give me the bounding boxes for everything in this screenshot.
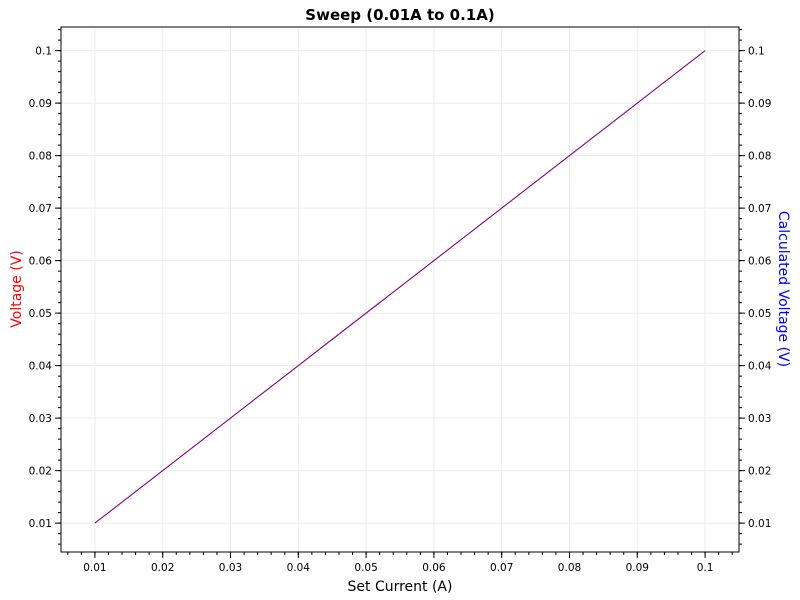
series-line-2 bbox=[94, 50, 706, 524]
y-axis-title-left: Voltage (V) bbox=[9, 250, 25, 327]
y-tick-label-right: 0.06 bbox=[748, 256, 772, 268]
x-axis: 0.01 0.02 0.03 0.04 0.05 0.06 0.07 0.08 0.09 0.1 bbox=[83, 552, 713, 574]
y-tick-label-left: 0.09 bbox=[29, 98, 52, 110]
y-tick-label-left: 0.05 bbox=[29, 308, 52, 320]
x-tick-label: 0.04 bbox=[287, 562, 311, 574]
y-tick-label-right: 0.1 bbox=[748, 46, 765, 58]
y-tick-label-right: 0.07 bbox=[748, 203, 771, 215]
x-tick-label: 0.07 bbox=[490, 562, 513, 574]
y-tick-label-right: 0.01 bbox=[748, 518, 771, 530]
y-tick-label-left: 0.03 bbox=[29, 413, 52, 425]
y-tick-label-right: 0.05 bbox=[748, 308, 771, 320]
y-tick-label-left: 0.02 bbox=[29, 466, 52, 478]
y-axis-right: 0.01 0.02 0.03 0.04 0.05 0.06 0.07 0.08 0.09 0.1 bbox=[739, 46, 772, 530]
x-tick-label: 0.06 bbox=[422, 562, 446, 574]
minor-ticks bbox=[58, 29, 742, 555]
y-axis-left: 0.01 0.02 0.03 0.04 0.05 0.06 0.07 0.08 0.09 0.1 bbox=[29, 46, 61, 530]
y-tick-label-right: 0.09 bbox=[748, 98, 771, 110]
y-axis-title-right: Calculated Voltage (V) bbox=[775, 211, 791, 367]
plot-area bbox=[60, 26, 740, 553]
chart-title: Sweep (0.01A to 0.1A) bbox=[305, 6, 494, 24]
y-tick-label-left: 0.06 bbox=[29, 256, 53, 268]
x-tick-label: 0.02 bbox=[151, 562, 174, 574]
y-tick-label-left: 0.01 bbox=[29, 518, 52, 530]
x-tick-label: 0.03 bbox=[219, 562, 242, 574]
y-tick-label-left: 0.08 bbox=[29, 151, 52, 163]
y-tick-label-right: 0.02 bbox=[748, 466, 771, 478]
y-tick-label-left: 0.07 bbox=[29, 203, 52, 215]
x-tick-label: 0.01 bbox=[83, 562, 106, 574]
grid bbox=[61, 27, 739, 552]
y-tick-label-right: 0.08 bbox=[748, 151, 771, 163]
x-tick-label: 0.1 bbox=[697, 562, 714, 574]
x-tick-label: 0.08 bbox=[558, 562, 581, 574]
y-tick-label-right: 0.03 bbox=[748, 413, 771, 425]
y-tick-label-left: 0.1 bbox=[35, 46, 52, 58]
series-group bbox=[94, 50, 706, 524]
x-tick-label: 0.05 bbox=[354, 562, 377, 574]
y-tick-label-left: 0.04 bbox=[29, 361, 53, 373]
y-tick-label-right: 0.04 bbox=[748, 361, 772, 373]
x-tick-label: 0.09 bbox=[626, 562, 649, 574]
x-axis-title: Set Current (A) bbox=[348, 579, 453, 595]
